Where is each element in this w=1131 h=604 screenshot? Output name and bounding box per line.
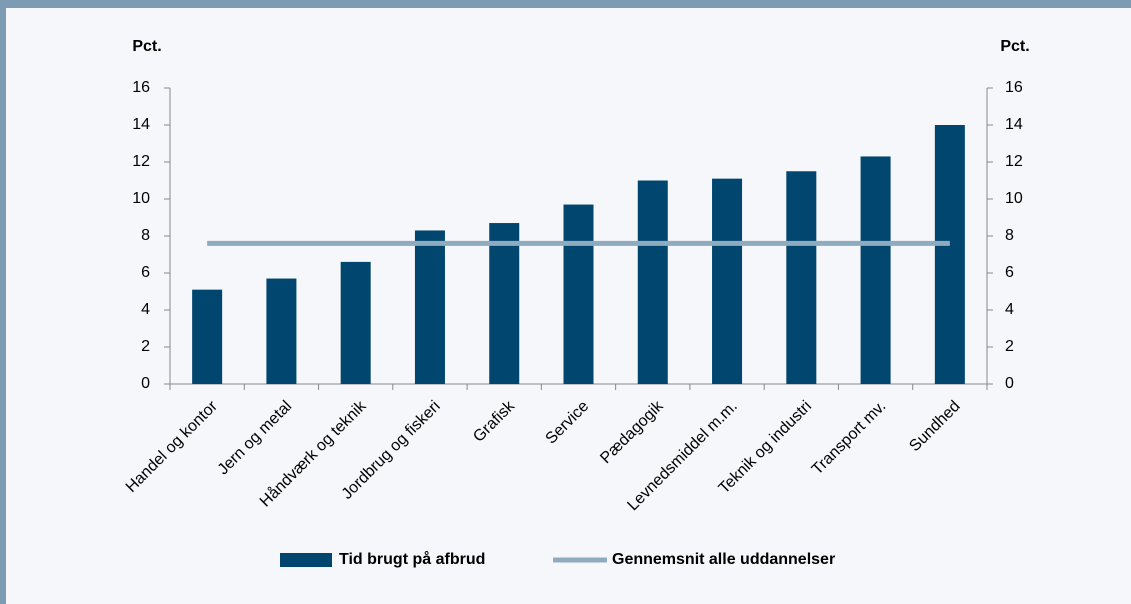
bar [340, 261, 371, 384]
bar [860, 156, 891, 384]
legend-label: Tid brugt på afbrud [339, 550, 485, 568]
bar [414, 230, 445, 384]
bar [712, 178, 743, 384]
y2-tick-label: 4 [1005, 301, 1014, 318]
y2-tick-label: 10 [1005, 190, 1023, 207]
y2-tick-label: 12 [1005, 153, 1023, 170]
y-axis-label: Pct. [132, 38, 161, 55]
x-tick-label: Sundhed [906, 398, 963, 455]
bar [786, 171, 817, 384]
y-tick-label: 10 [132, 190, 150, 207]
y-tick-label: 8 [141, 227, 150, 244]
y-tick-label: 2 [141, 338, 150, 355]
y2-tick-label: 8 [1005, 227, 1014, 244]
x-tick-label: Pædagogik [597, 397, 667, 467]
bar [192, 289, 223, 384]
y2-tick-label: 14 [1005, 116, 1023, 133]
bar [934, 125, 965, 384]
bar [637, 180, 668, 384]
x-tick-label: Jern og metal [215, 398, 296, 479]
frame-border [0, 0, 6, 604]
x-tick-label: Grafisk [470, 397, 519, 446]
x-tick-label: Transport mv. [809, 398, 890, 479]
legend-label: Gennemsnit alle uddannelser [612, 551, 835, 568]
x-tick-label: Handel og kontor [123, 397, 222, 496]
x-tick-label: Service [543, 398, 593, 448]
y2-tick-label: 16 [1005, 79, 1023, 96]
bar [489, 223, 520, 384]
y-tick-label: 16 [132, 79, 150, 96]
y-tick-label: 6 [141, 264, 150, 281]
y2-axis-label: Pct. [1000, 38, 1029, 55]
bar [266, 278, 297, 384]
y-tick-label: 14 [132, 116, 150, 133]
legend-swatch [280, 553, 332, 567]
y-tick-label: 0 [141, 375, 150, 392]
header-strip [0, 0, 1131, 8]
y-tick-label: 4 [141, 301, 150, 318]
y2-tick-label: 6 [1005, 264, 1014, 281]
bar [563, 204, 594, 384]
y-tick-label: 12 [132, 153, 150, 170]
y2-tick-label: 2 [1005, 338, 1014, 355]
y2-tick-label: 0 [1005, 375, 1014, 392]
